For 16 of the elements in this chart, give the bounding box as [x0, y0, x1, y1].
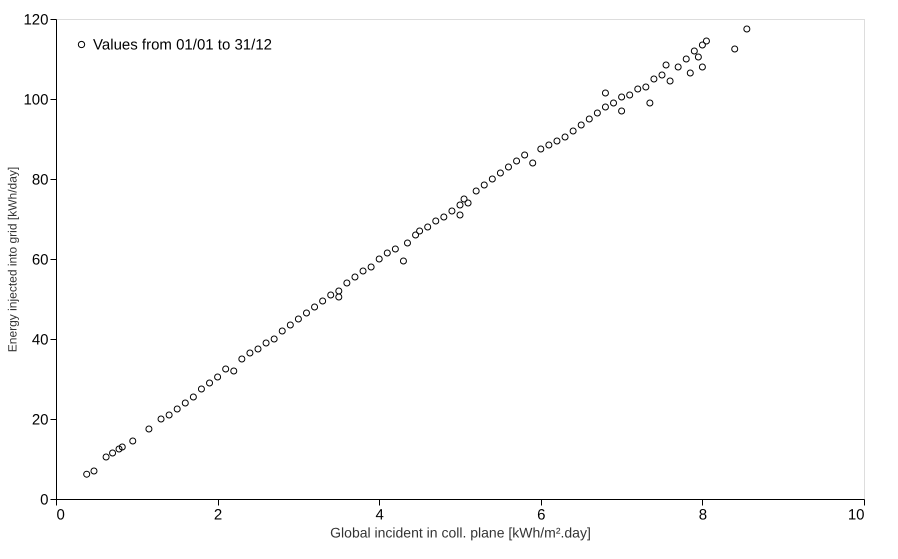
y-axis-title: Energy injected into grid [kWh/day]	[5, 166, 20, 352]
x-tick-label: 10	[848, 506, 864, 524]
y-tick-label: 80	[32, 172, 48, 188]
y-tick-label: 100	[23, 92, 48, 108]
x-tick-label: 6	[537, 506, 546, 524]
x-tick-label: 0	[56, 506, 65, 524]
x-axis-title: Global incident in coll. plane [kWh/m².day]	[330, 524, 591, 540]
y-tick-label: 120	[23, 12, 48, 28]
legend-label: Values from 01/01 to 31/12	[93, 36, 272, 54]
x-tick-label: 2	[214, 506, 222, 524]
x-tick-label: 4	[376, 506, 384, 524]
y-tick-label: 60	[32, 252, 48, 268]
y-tick-label: 40	[32, 332, 48, 348]
y-tick-label: 0	[40, 492, 48, 508]
y-tick-label: 20	[32, 412, 48, 428]
x-tick-label: 8	[698, 506, 708, 524]
